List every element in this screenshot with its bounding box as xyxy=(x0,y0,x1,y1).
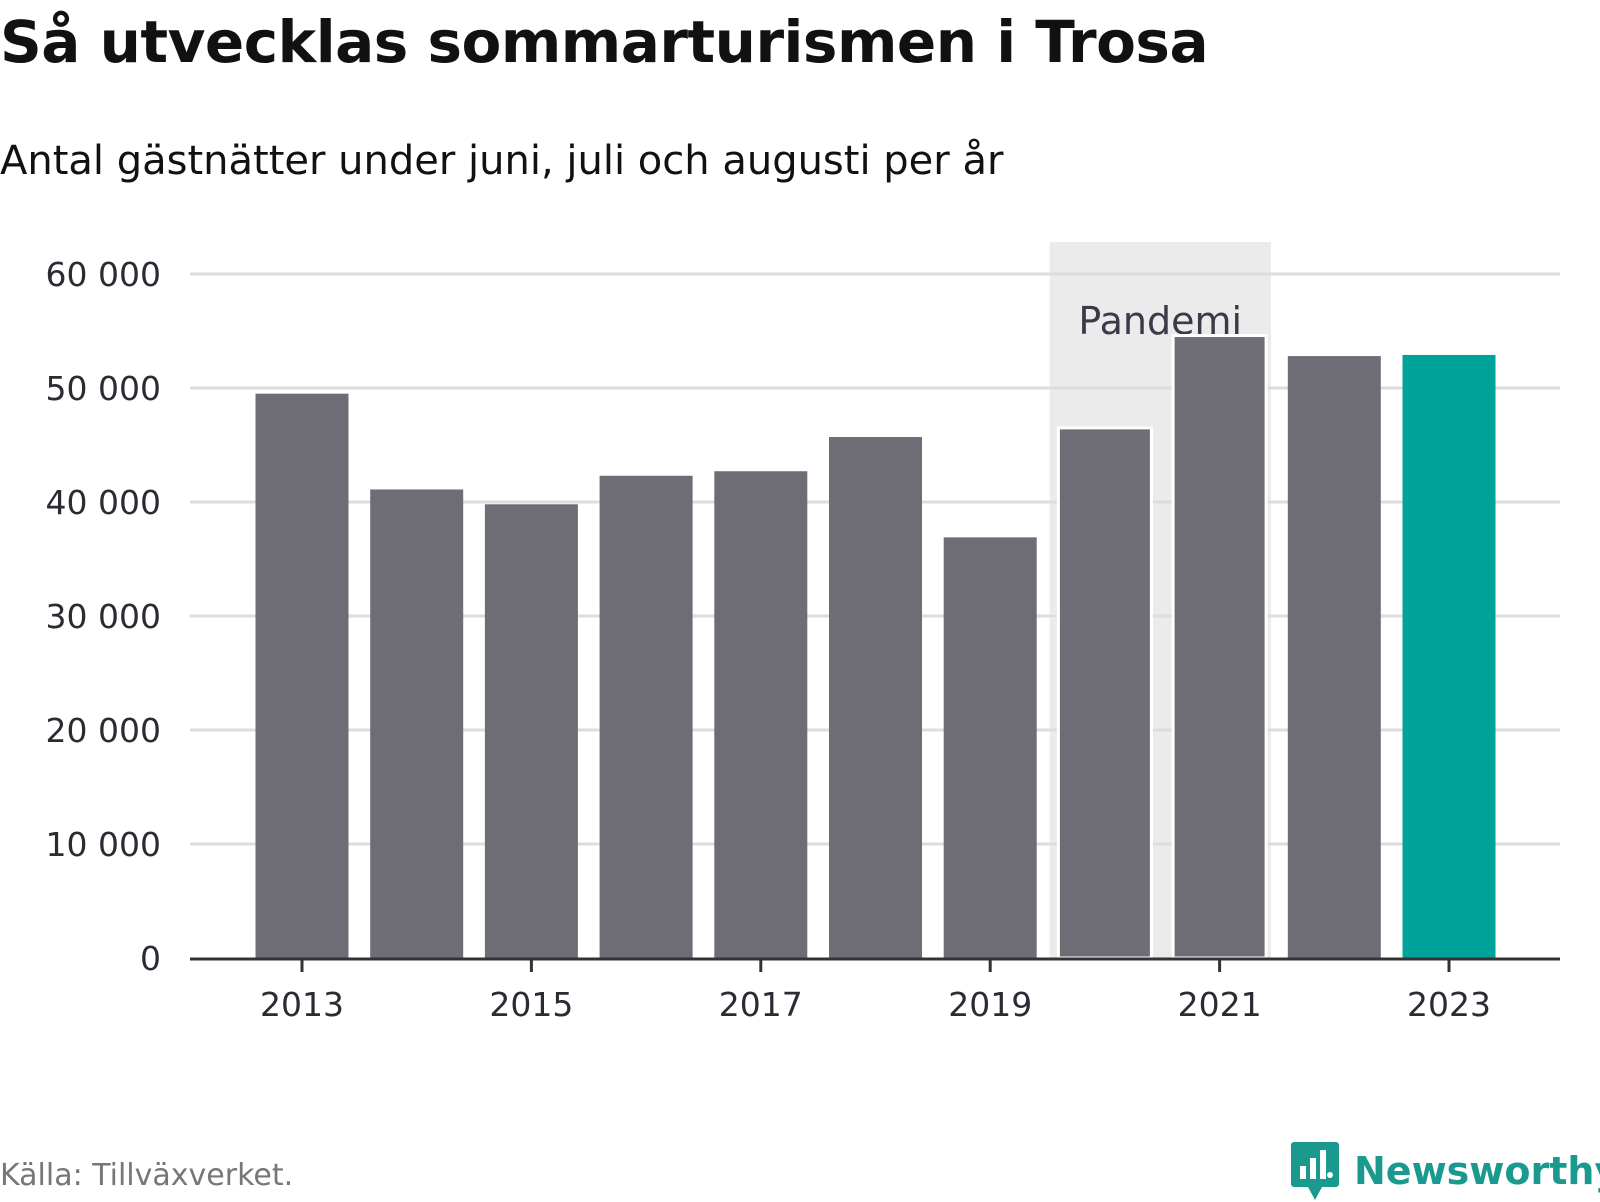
bar-2023 xyxy=(1402,354,1496,958)
bar-2022 xyxy=(1287,356,1381,959)
x-tick-label: 2017 xyxy=(719,985,803,1024)
y-tick-label: 10 000 xyxy=(46,825,161,864)
x-axis: 2013 2015 2017 2019 2021 2023 xyxy=(190,957,1560,1024)
bar-2013 xyxy=(255,393,349,958)
y-tick-label: 0 xyxy=(140,939,161,978)
y-tick-label: 50 000 xyxy=(46,369,161,408)
bar-2016 xyxy=(599,475,693,958)
chart-subtitle: Antal gästnätter under juni, juli och au… xyxy=(0,138,1004,184)
bar-2015 xyxy=(484,504,578,958)
x-tick-label: 2019 xyxy=(948,985,1032,1024)
brand-logo: Newsworthy xyxy=(1290,1140,1600,1202)
bar-2021 xyxy=(1171,334,1268,960)
y-tick-label: 30 000 xyxy=(46,597,161,636)
chart-title: Så utvecklas sommarturismen i Trosa xyxy=(0,8,1209,76)
x-tick-label: 2015 xyxy=(489,985,573,1024)
bar-2017 xyxy=(714,471,808,958)
bar-2019 xyxy=(943,537,1037,958)
y-tick-label: 60 000 xyxy=(46,255,161,294)
source-note: Källa: Tillväxverket. xyxy=(0,1158,294,1193)
brand-name: Newsworthy xyxy=(1354,1149,1600,1193)
y-tick-label: 20 000 xyxy=(46,711,161,750)
y-tick-label: 40 000 xyxy=(46,483,161,522)
x-tick-label: 2013 xyxy=(260,985,344,1024)
x-tick-label: 2021 xyxy=(1178,985,1262,1024)
bar-2020 xyxy=(1056,426,1153,960)
y-axis-tick-labels: 0 10 000 20 000 30 000 40 000 50 000 60 000 xyxy=(46,255,161,978)
bar-chart-speech-bubble-icon xyxy=(1291,1142,1339,1200)
bar-2018 xyxy=(829,437,922,958)
x-tick-label: 2023 xyxy=(1407,985,1491,1024)
bars xyxy=(255,334,1496,960)
bar-2014 xyxy=(370,489,464,958)
